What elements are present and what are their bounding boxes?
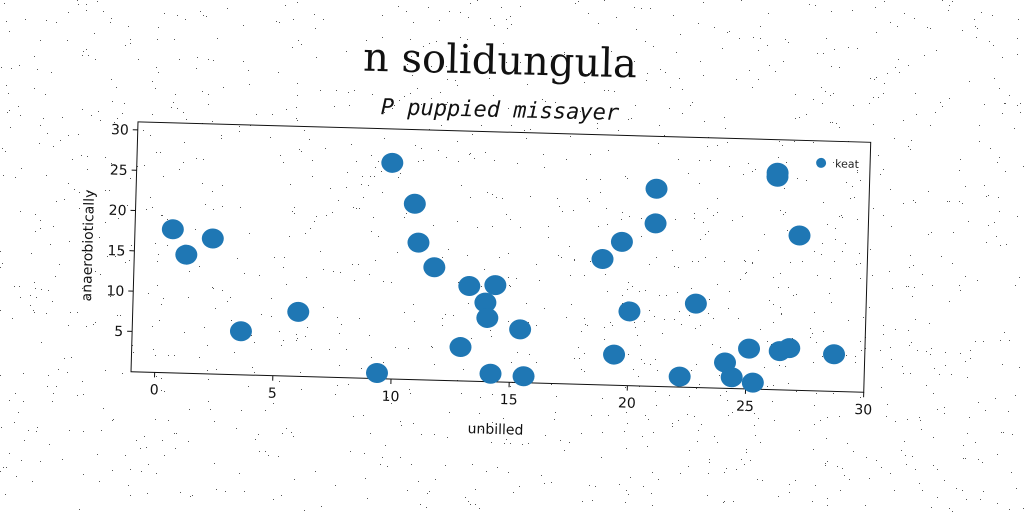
scatter-point: [668, 366, 691, 387]
scatter-point: [479, 363, 502, 384]
y-tick-label: 15: [107, 243, 125, 259]
scatter-point: [175, 244, 198, 265]
y-tick-label: 20: [108, 203, 126, 219]
x-tick-label: 0: [149, 382, 158, 398]
x-axis-label: unbilled: [467, 421, 523, 439]
scatter-point: [618, 301, 641, 322]
scatter-point: [741, 372, 764, 393]
y-tick-label: 30: [111, 122, 129, 138]
x-tick-label: 20: [618, 395, 636, 411]
scatter-point: [287, 301, 310, 322]
scatter-point: [603, 344, 626, 365]
scatter-point: [778, 338, 801, 359]
legend-marker: [816, 157, 827, 168]
legend-label: keat: [835, 157, 860, 171]
y-axis-label: anaerobiotically: [79, 189, 98, 301]
scatter-point: [644, 213, 667, 234]
scatter-point: [720, 367, 743, 388]
scatter-point: [423, 257, 446, 278]
scatter-point: [449, 337, 472, 358]
scatter-point: [512, 366, 535, 387]
scatter-point: [645, 178, 668, 199]
y-tick-label: 10: [106, 283, 124, 299]
x-tick-label: 10: [381, 389, 399, 405]
y-tick-label: 25: [110, 162, 128, 178]
scatter-point: [476, 307, 499, 328]
y-tick-label: 5: [114, 324, 123, 340]
scatter-point: [458, 275, 481, 296]
scatter-point: [201, 228, 224, 249]
scatter-point: [474, 292, 497, 313]
scatter-point: [381, 152, 404, 173]
scatter-point: [161, 219, 184, 240]
scatter-point: [403, 193, 426, 214]
scatter-point: [484, 275, 507, 296]
plot-area: [130, 121, 872, 393]
x-tick-label: 5: [268, 386, 277, 402]
scatter-point: [823, 344, 846, 365]
scatter-point: [591, 249, 614, 270]
x-tick-label: 15: [500, 392, 518, 408]
scatter-point: [407, 232, 430, 253]
scatter-point: [788, 225, 811, 246]
x-tick-label: 25: [736, 399, 754, 415]
scatter-point: [610, 231, 633, 252]
scatter-point: [365, 362, 388, 383]
scatter-point: [738, 338, 761, 359]
scatter-point: [766, 162, 789, 183]
x-tick-label: 30: [854, 402, 872, 418]
legend: keat: [816, 157, 860, 171]
scatter-point: [229, 321, 252, 342]
scatter-point: [684, 293, 707, 314]
scatter-point: [509, 319, 532, 340]
